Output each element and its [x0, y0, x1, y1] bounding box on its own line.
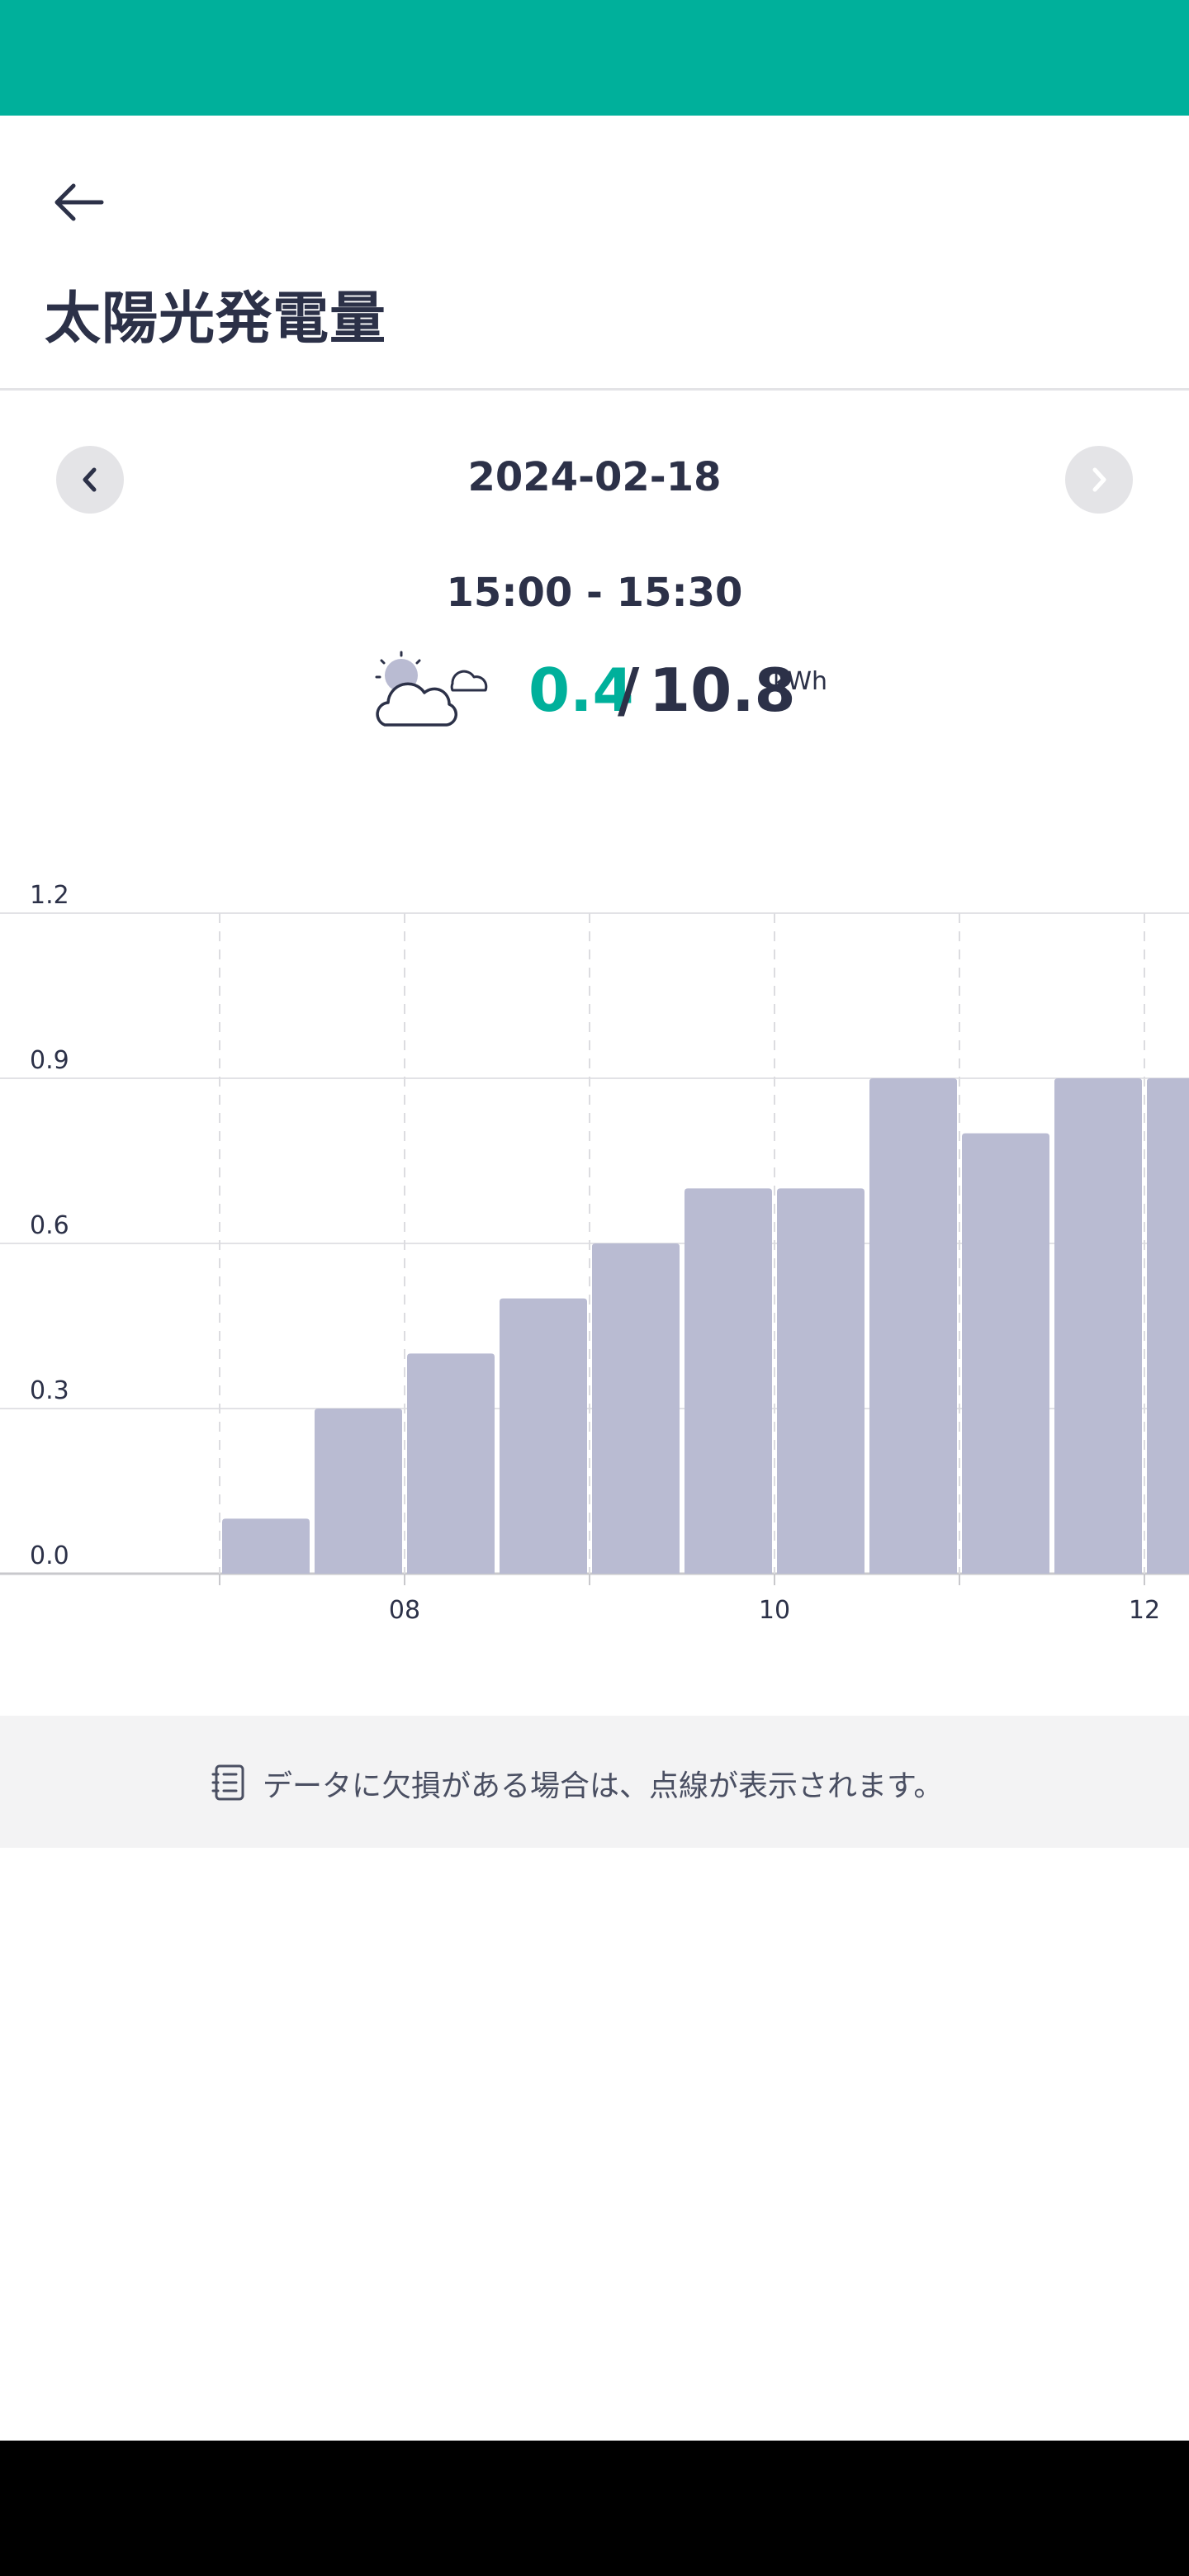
generation-summary: 0.4 / 10.8 kWh	[0, 644, 1189, 735]
time-range: 15:00 - 15:30	[446, 570, 743, 616]
info-note-text: データに欠損がある場合は、点線が表示されます。	[263, 1769, 944, 1803]
generation-bar-chart[interactable]: 0.00.30.60.91.2081012141618	[0, 859, 1189, 1651]
chart-bar[interactable]	[1147, 1078, 1189, 1574]
y-tick-label: 0.0	[30, 1541, 69, 1570]
chart-bar[interactable]	[500, 1298, 587, 1574]
back-button[interactable]	[41, 165, 116, 239]
total-generation-value: 10.8	[649, 656, 796, 725]
document-list-icon	[211, 1764, 244, 1801]
unit-label: kWh	[773, 667, 828, 696]
previous-day-button[interactable]	[56, 446, 124, 514]
y-tick-label: 1.2	[30, 881, 69, 910]
value-separator: /	[618, 656, 640, 725]
chart-bar[interactable]	[592, 1243, 680, 1574]
x-tick-label: 08	[389, 1596, 420, 1625]
status-bar	[0, 0, 1189, 116]
chevron-right-icon	[1092, 467, 1106, 492]
page-title: 太陽光発電量	[45, 286, 387, 352]
info-note: データに欠損がある場合は、点線が表示されます。	[0, 1716, 1189, 1848]
y-tick-label: 0.6	[30, 1211, 69, 1240]
chart-bar[interactable]	[1054, 1078, 1142, 1574]
chart-bar[interactable]	[315, 1409, 402, 1574]
system-navigation-bar	[0, 2441, 1189, 2576]
chart-bar[interactable]	[407, 1353, 495, 1574]
chevron-left-icon	[83, 467, 97, 492]
arrow-left-icon	[54, 183, 104, 221]
app-header: 太陽光発電量	[0, 116, 1189, 391]
chart-bar[interactable]	[777, 1188, 865, 1574]
y-tick-label: 0.9	[30, 1046, 69, 1075]
next-day-button[interactable]	[1065, 446, 1133, 514]
partly-cloudy-icon	[375, 651, 488, 727]
date-label: 2024-02-18	[467, 454, 722, 500]
date-navigator: 2024-02-18	[0, 446, 1189, 514]
chart-bar[interactable]	[222, 1518, 310, 1574]
y-tick-label: 0.3	[30, 1376, 69, 1405]
current-generation-value: 0.4	[528, 656, 634, 725]
x-tick-label: 12	[1129, 1596, 1160, 1625]
chart-bar[interactable]	[685, 1188, 772, 1574]
chart-bar[interactable]	[962, 1133, 1049, 1574]
chart-bar[interactable]	[869, 1078, 957, 1574]
x-tick-label: 10	[759, 1596, 790, 1625]
chart-svg[interactable]: 0.00.30.60.91.2081012141618	[0, 859, 1189, 1651]
